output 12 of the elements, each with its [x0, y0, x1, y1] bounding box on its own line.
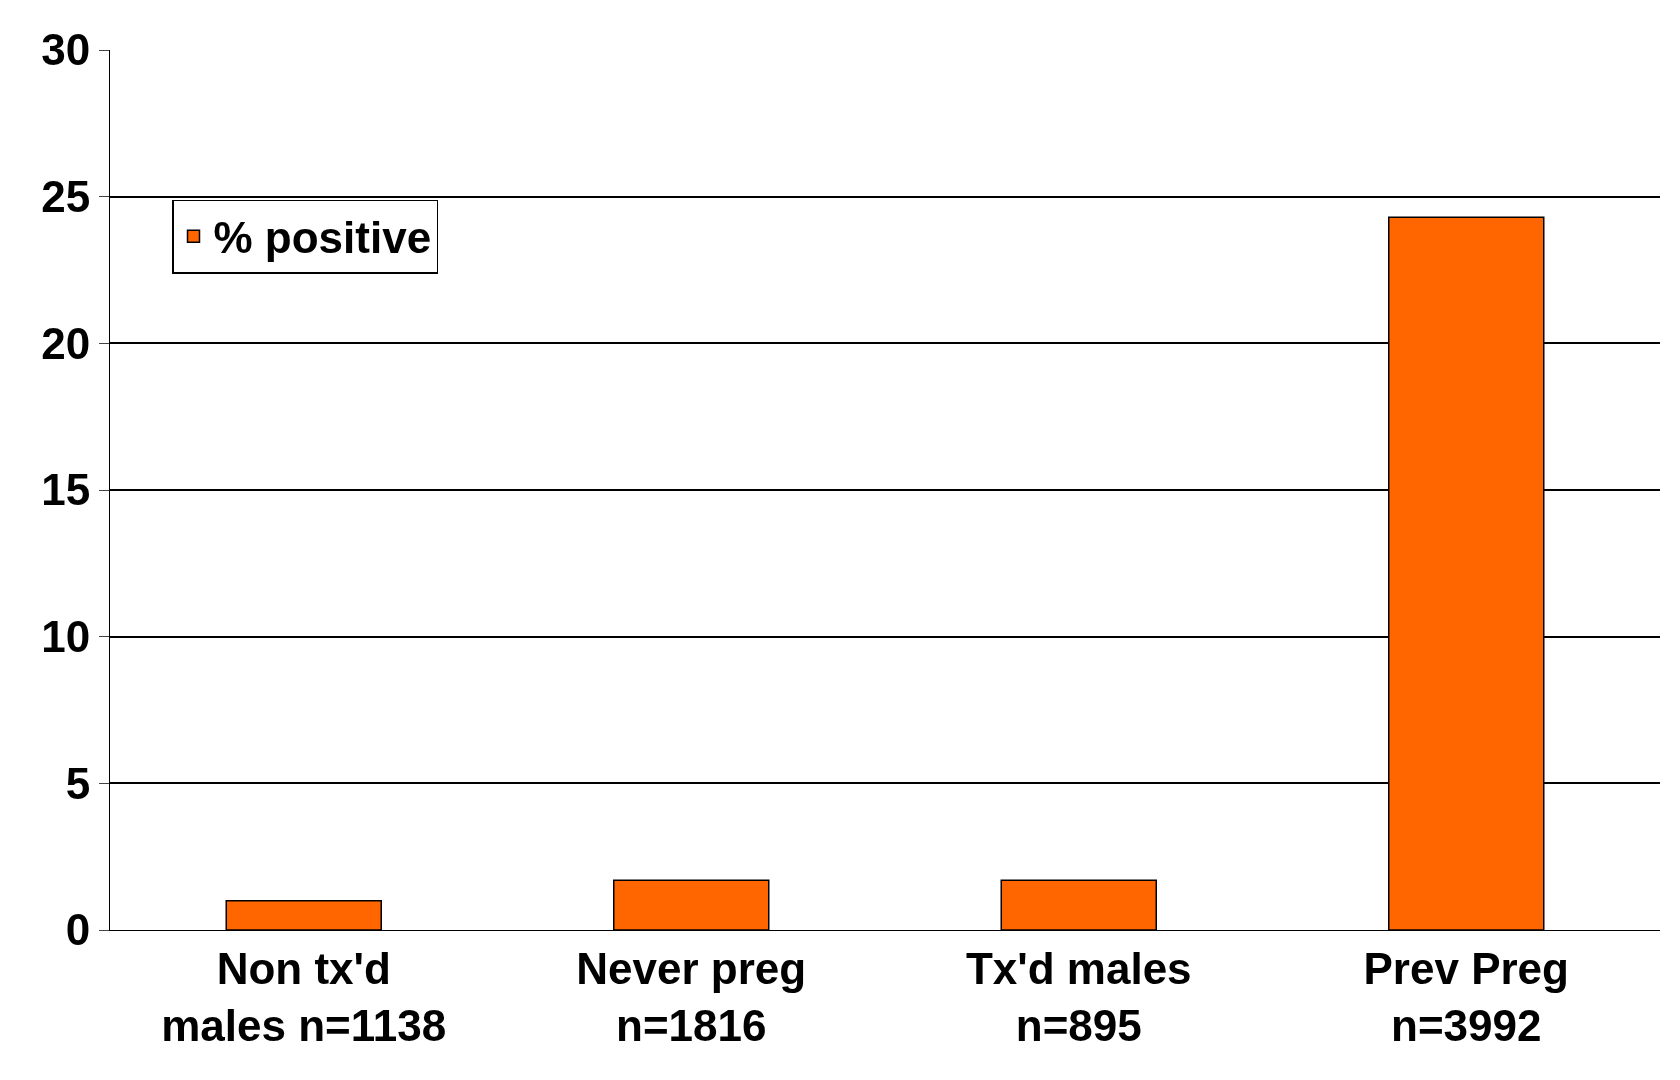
x-tick-label: Tx'd males n=895 — [965, 943, 1192, 1050]
y-tick-label: 5 — [65, 758, 91, 808]
legend-label: % positive — [213, 213, 432, 263]
y-tick-label: 15 — [41, 465, 91, 515]
y-tick-label: 25 — [41, 172, 91, 222]
x-tick-label: Non tx'd males n=1138 — [161, 943, 447, 1050]
y-tick-label: 10 — [41, 612, 91, 662]
y-tick-label: 30 — [41, 25, 91, 75]
x-tick-label: Never preg n=1816 — [576, 943, 807, 1050]
x-tick-label: Prev Preg n=3992 — [1363, 943, 1569, 1050]
y-tick-label: 20 — [41, 318, 91, 368]
y-tick-label: 0 — [65, 905, 91, 955]
